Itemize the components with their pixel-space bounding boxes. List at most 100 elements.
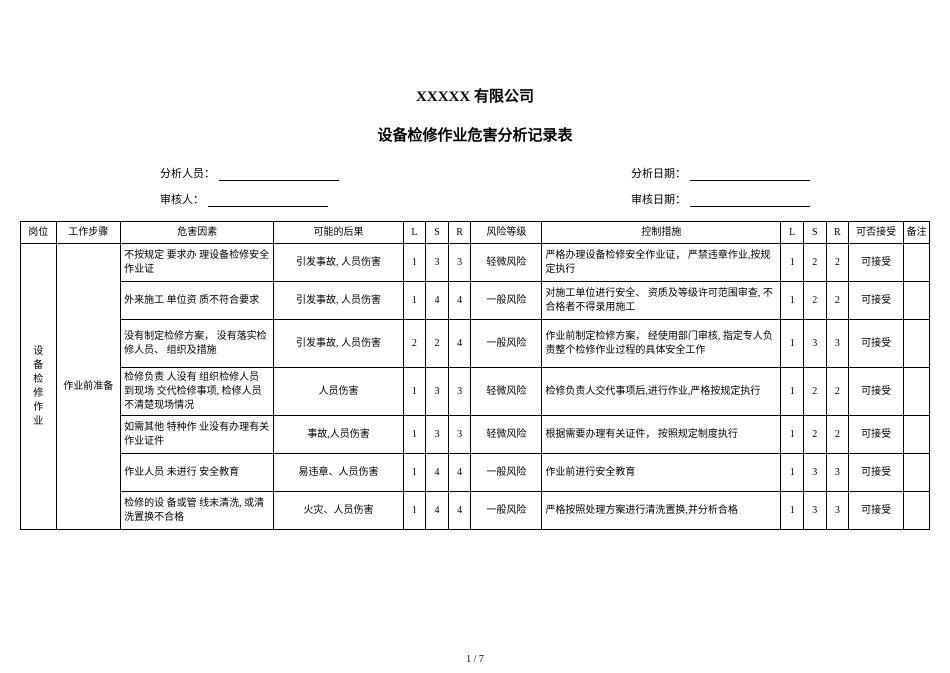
cell-s2: 2 bbox=[803, 244, 826, 282]
th-r2: R bbox=[826, 222, 849, 244]
cell-r2: 2 bbox=[826, 282, 849, 320]
cell-s1: 3 bbox=[426, 368, 449, 416]
cell-measure: 严格按照处理方案进行清洗置换,并分析合格 bbox=[542, 492, 781, 530]
cell-l1: 1 bbox=[403, 244, 426, 282]
table-row: 没有制定检修方案， 没有落实检修人员、 组织及措施引发事故, 人员伤害224一般… bbox=[21, 320, 930, 368]
cell-note bbox=[904, 282, 930, 320]
cell-risk1: 一般风险 bbox=[471, 454, 542, 492]
review-date-line bbox=[690, 206, 810, 207]
cell-r1: 4 bbox=[448, 492, 471, 530]
cell-hazard: 没有制定检修方案， 没有落实检修人员、 组织及措施 bbox=[121, 320, 274, 368]
cell-r2: 3 bbox=[826, 492, 849, 530]
cell-r1: 3 bbox=[448, 244, 471, 282]
cell-s2: 2 bbox=[803, 368, 826, 416]
cell-measure: 检修负责人交代事项后,进行作业,严格按规定执行 bbox=[542, 368, 781, 416]
cell-acc: 可接受 bbox=[849, 320, 904, 368]
review-date-label: 审核日期： bbox=[631, 191, 810, 207]
cell-hazard: 检修的设 备或管 线未清洗, 或清洗置换不合格 bbox=[121, 492, 274, 530]
th-measure: 控制措施 bbox=[542, 222, 781, 244]
cell-acc: 可接受 bbox=[849, 368, 904, 416]
cell-s2: 3 bbox=[803, 492, 826, 530]
cell-l2: 1 bbox=[781, 368, 804, 416]
cell-l2: 1 bbox=[781, 416, 804, 454]
cell-conseq: 人员伤害 bbox=[274, 368, 403, 416]
cell-r2: 2 bbox=[826, 416, 849, 454]
cell-l1: 1 bbox=[403, 282, 426, 320]
table-row: 外来施工 单位资 质不符合要求引发事故, 人员伤害144一般风险对施工单位进行安… bbox=[21, 282, 930, 320]
table-header-row: 岗位 工作步骤 危害因素 可能的后果 L S R 风险等级 控制措施 L S R… bbox=[21, 222, 930, 244]
cell-note bbox=[904, 320, 930, 368]
cell-hazard: 作业人员 未进行 安全教育 bbox=[121, 454, 274, 492]
cell-r1: 4 bbox=[448, 454, 471, 492]
cell-r2: 3 bbox=[826, 454, 849, 492]
table-row: 检修的设 备或管 线未清洗, 或清洗置换不合格火灾、人员伤害144一般风险严格按… bbox=[21, 492, 930, 530]
th-s2: S bbox=[803, 222, 826, 244]
cell-l2: 1 bbox=[781, 454, 804, 492]
th-position: 岗位 bbox=[21, 222, 57, 244]
cell-l2: 1 bbox=[781, 244, 804, 282]
cell-s2: 3 bbox=[803, 320, 826, 368]
cell-hazard: 外来施工 单位资 质不符合要求 bbox=[121, 282, 274, 320]
cell-note bbox=[904, 454, 930, 492]
cell-note bbox=[904, 244, 930, 282]
cell-acc: 可接受 bbox=[849, 282, 904, 320]
cell-conseq: 引发事故, 人员伤害 bbox=[274, 320, 403, 368]
cell-note bbox=[904, 492, 930, 530]
cell-hazard: 不按规定 要求办 理设备检修安全作业证 bbox=[121, 244, 274, 282]
th-l2: L bbox=[781, 222, 804, 244]
cell-measure: 对施工单位进行安全、 资质及等级许可范围审查, 不合格者不得录用施工 bbox=[542, 282, 781, 320]
reviewer-line bbox=[208, 206, 328, 207]
analyst-line bbox=[219, 180, 339, 181]
table-row: 检修负责 人没有 组织检修人员 到现场 交代检修事项, 检修人员不清楚现场情况人… bbox=[21, 368, 930, 416]
date-label: 分析日期： bbox=[631, 165, 810, 181]
cell-step: 作业前准备 bbox=[56, 244, 121, 530]
cell-l1: 1 bbox=[403, 368, 426, 416]
cell-r2: 2 bbox=[826, 244, 849, 282]
cell-s1: 4 bbox=[426, 282, 449, 320]
cell-l2: 1 bbox=[781, 320, 804, 368]
cell-r1: 4 bbox=[448, 282, 471, 320]
cell-s2: 2 bbox=[803, 282, 826, 320]
cell-conseq: 引发事故, 人员伤害 bbox=[274, 244, 403, 282]
cell-position: 设备检修作业 bbox=[21, 244, 57, 530]
table-body: 设备检修作业作业前准备不按规定 要求办 理设备检修安全作业证引发事故, 人员伤害… bbox=[21, 244, 930, 530]
page-footer: 1 / 7 bbox=[0, 654, 950, 665]
cell-hazard: 如需其他 特种作 业没有办理有关作业证件 bbox=[121, 416, 274, 454]
cell-s1: 3 bbox=[426, 244, 449, 282]
cell-acc: 可接受 bbox=[849, 416, 904, 454]
cell-r1: 3 bbox=[448, 368, 471, 416]
cell-measure: 根据需要办理有关证件， 按照规定制度执行 bbox=[542, 416, 781, 454]
table-row: 如需其他 特种作 业没有办理有关作业证件事故,人员伤害133轻微风险根据需要办理… bbox=[21, 416, 930, 454]
cell-conseq: 火灾、人员伤害 bbox=[274, 492, 403, 530]
table-row: 设备检修作业作业前准备不按规定 要求办 理设备检修安全作业证引发事故, 人员伤害… bbox=[21, 244, 930, 282]
table-row: 作业人员 未进行 安全教育易违章、人员伤害144一般风险作业前进行安全教育133… bbox=[21, 454, 930, 492]
cell-s1: 3 bbox=[426, 416, 449, 454]
cell-s1: 4 bbox=[426, 492, 449, 530]
cell-acc: 可接受 bbox=[849, 244, 904, 282]
th-r1: R bbox=[448, 222, 471, 244]
cell-r1: 3 bbox=[448, 416, 471, 454]
th-note: 备注 bbox=[904, 222, 930, 244]
th-hazard: 危害因素 bbox=[121, 222, 274, 244]
cell-r1: 4 bbox=[448, 320, 471, 368]
cell-r2: 3 bbox=[826, 320, 849, 368]
cell-r2: 2 bbox=[826, 368, 849, 416]
cell-risk1: 轻微风险 bbox=[471, 416, 542, 454]
cell-risk1: 一般风险 bbox=[471, 492, 542, 530]
cell-l1: 1 bbox=[403, 492, 426, 530]
cell-l1: 1 bbox=[403, 416, 426, 454]
cell-acc: 可接受 bbox=[849, 492, 904, 530]
company-title: XXXXX 有限公司 bbox=[20, 85, 930, 106]
cell-conseq: 引发事故, 人员伤害 bbox=[274, 282, 403, 320]
cell-note bbox=[904, 368, 930, 416]
analyst-label: 分析人员： bbox=[160, 165, 339, 181]
cell-s1: 4 bbox=[426, 454, 449, 492]
date-line bbox=[690, 180, 810, 181]
cell-conseq: 易违章、人员伤害 bbox=[274, 454, 403, 492]
cell-measure: 作业前进行安全教育 bbox=[542, 454, 781, 492]
th-l1: L bbox=[403, 222, 426, 244]
cell-risk1: 轻微风险 bbox=[471, 368, 542, 416]
cell-s2: 3 bbox=[803, 454, 826, 492]
cell-s2: 2 bbox=[803, 416, 826, 454]
th-step: 工作步骤 bbox=[56, 222, 121, 244]
